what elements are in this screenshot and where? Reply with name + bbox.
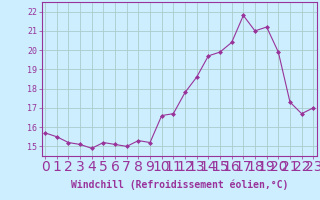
X-axis label: Windchill (Refroidissement éolien,°C): Windchill (Refroidissement éolien,°C): [70, 180, 288, 190]
